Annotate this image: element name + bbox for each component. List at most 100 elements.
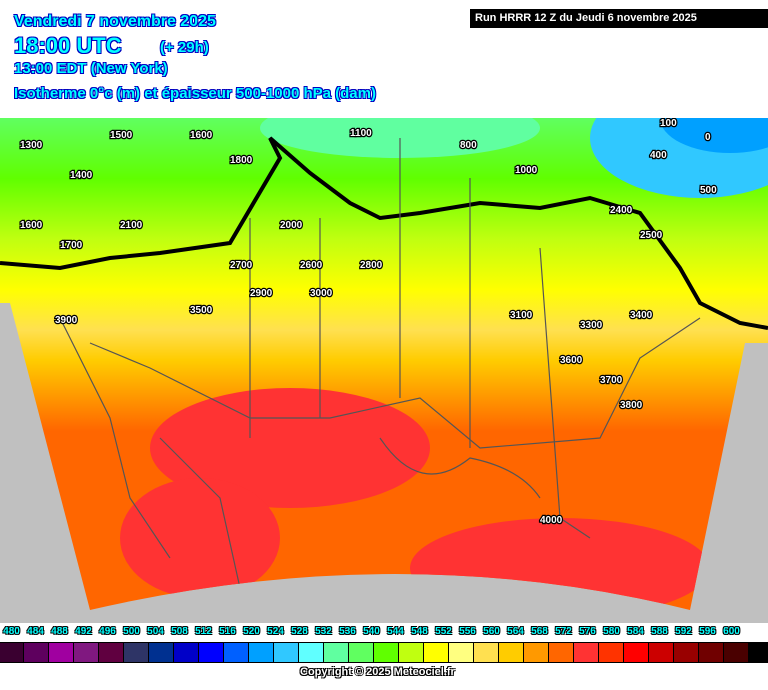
contour-label: 1600 bbox=[190, 130, 213, 141]
contour-label: 1000 bbox=[515, 165, 538, 176]
forecast-date: Vendredi 7 novembre 2025 bbox=[14, 13, 216, 30]
legend-label: 584 bbox=[627, 626, 644, 637]
contour-label: 3300 bbox=[580, 320, 603, 331]
legend-label: 572 bbox=[555, 626, 572, 637]
contour-label: 3800 bbox=[620, 400, 643, 411]
legend-label: 496 bbox=[99, 626, 116, 637]
legend-swatch bbox=[699, 643, 724, 662]
legend-swatch bbox=[674, 643, 699, 662]
contour-label: 2000 bbox=[280, 220, 303, 231]
legend-label: 548 bbox=[411, 626, 428, 637]
legend-swatch bbox=[124, 643, 149, 662]
contour-label: 1800 bbox=[230, 155, 253, 166]
forecast-time-utc: 18:00 UTC bbox=[14, 33, 122, 58]
legend-label: 492 bbox=[75, 626, 92, 637]
legend-label: 592 bbox=[675, 626, 692, 637]
legend-swatch bbox=[324, 643, 349, 662]
contour-label: 1600 bbox=[20, 220, 43, 231]
contour-label: 800 bbox=[460, 140, 477, 151]
legend-label: 564 bbox=[507, 626, 524, 637]
contour-label: 3000 bbox=[310, 288, 333, 299]
legend-swatch bbox=[274, 643, 299, 662]
legend-swatch bbox=[599, 643, 624, 662]
contour-label: 2800 bbox=[360, 260, 383, 271]
warm-area-mexico bbox=[120, 478, 280, 598]
legend-swatch bbox=[649, 643, 674, 662]
contour-label: 0 bbox=[705, 132, 711, 143]
contour-label: 2500 bbox=[640, 230, 663, 241]
legend-label: 556 bbox=[459, 626, 476, 637]
legend-swatch bbox=[549, 643, 574, 662]
legend-swatch bbox=[424, 643, 449, 662]
legend-swatch bbox=[499, 643, 524, 662]
contour-label: 3100 bbox=[510, 310, 533, 321]
legend-swatch bbox=[624, 643, 649, 662]
legend-swatch bbox=[99, 643, 124, 662]
contour-label: 3700 bbox=[600, 375, 623, 386]
legend-label: 524 bbox=[267, 626, 284, 637]
legend-label: 488 bbox=[51, 626, 68, 637]
legend-label: 504 bbox=[147, 626, 164, 637]
legend-label: 512 bbox=[195, 626, 212, 637]
legend-label: 516 bbox=[219, 626, 236, 637]
parameter-title: Isotherme 0°c (m) et épaisseur 500-1000 … bbox=[14, 85, 376, 102]
contour-label: 1300 bbox=[20, 140, 43, 151]
legend-swatch bbox=[299, 643, 324, 662]
legend-swatch bbox=[374, 643, 399, 662]
legend-swatch bbox=[399, 643, 424, 662]
legend-swatch bbox=[474, 643, 499, 662]
legend-label: 600 bbox=[723, 626, 740, 637]
contour-labels: 1300 1400 1500 1600 1800 2000 1100 800 1000 400 50… bbox=[19, 118, 719, 527]
legend-swatch bbox=[224, 643, 249, 662]
weather-map: 1300 1400 1500 1600 1800 2000 1100 800 1000 400 50… bbox=[0, 118, 768, 623]
legend-swatch bbox=[249, 643, 274, 662]
legend-swatch bbox=[0, 643, 24, 662]
warm-area-south bbox=[150, 388, 430, 508]
legend-swatch bbox=[49, 643, 74, 662]
legend-label: 596 bbox=[699, 626, 716, 637]
legend-swatch bbox=[199, 643, 224, 662]
contour-label: 500 bbox=[700, 185, 717, 196]
legend-label: 560 bbox=[483, 626, 500, 637]
legend-swatch bbox=[74, 643, 99, 662]
contour-label: 3900 bbox=[55, 315, 78, 326]
model-run-label: Run HRRR 12 Z du Jeudi 6 novembre 2025 bbox=[470, 9, 768, 28]
legend-label: 536 bbox=[339, 626, 356, 637]
copyright: Copyright © 2025 Meteociel.fr bbox=[300, 666, 455, 678]
state-borders bbox=[59, 138, 701, 589]
contour-label: 1100 bbox=[350, 128, 372, 139]
cool-area-north bbox=[260, 118, 540, 158]
legend-label: 544 bbox=[387, 626, 404, 637]
legend-label: 540 bbox=[363, 626, 380, 637]
contour-label: 3500 bbox=[190, 305, 213, 316]
contour-label: 4000 bbox=[540, 515, 563, 526]
freezing-line bbox=[0, 136, 768, 330]
contour-label: 400 bbox=[650, 150, 667, 161]
legend-label: 484 bbox=[27, 626, 44, 637]
legend-swatch bbox=[574, 643, 599, 662]
legend-label: 480 bbox=[3, 626, 20, 637]
contour-label: 1400 bbox=[70, 170, 93, 181]
legend-label: 576 bbox=[579, 626, 596, 637]
contour-label: 3400 bbox=[630, 310, 653, 321]
legend-swatch bbox=[749, 643, 768, 662]
legend-swatch bbox=[724, 643, 749, 662]
legend-labels: 480 484 488 492 496 500 504 508 512 516 520 524 528 5… bbox=[0, 626, 768, 637]
legend-swatch bbox=[174, 643, 199, 662]
legend-label: 508 bbox=[171, 626, 188, 637]
legend-label: 528 bbox=[291, 626, 308, 637]
legend-label: 588 bbox=[651, 626, 668, 637]
contour-label: 2900 bbox=[250, 288, 273, 299]
legend-swatch bbox=[349, 643, 374, 662]
legend-color-bar bbox=[0, 642, 768, 663]
contour-label: 1700 bbox=[60, 240, 83, 251]
legend-label: 580 bbox=[603, 626, 620, 637]
legend-label: 552 bbox=[435, 626, 452, 637]
contour-label: 1500 bbox=[110, 130, 133, 141]
legend-label: 520 bbox=[243, 626, 260, 637]
legend-swatch bbox=[524, 643, 549, 662]
legend-label: 500 bbox=[123, 626, 140, 637]
legend-swatch bbox=[449, 643, 474, 662]
forecast-time-local: 13:00 EDT (New York) bbox=[14, 60, 168, 77]
contour-label: 2100 bbox=[120, 220, 143, 231]
